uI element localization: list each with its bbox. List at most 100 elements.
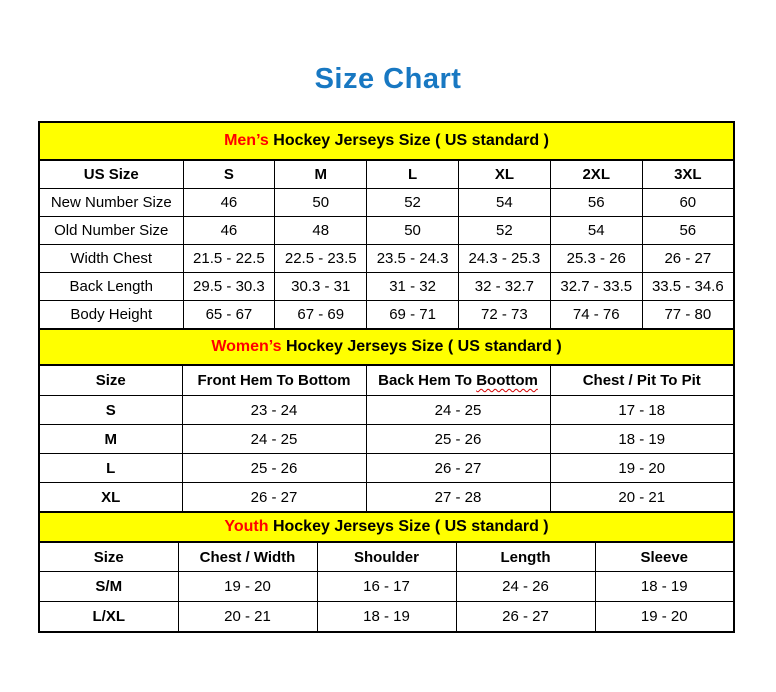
table-cell: 29.5 - 30.3 — [182, 272, 276, 301]
column-header: Shoulder — [316, 541, 457, 572]
table-cell: 24 - 26 — [455, 571, 596, 602]
table-cell: 32.7 - 33.5 — [549, 272, 643, 301]
womens-size-table: Women’s Hockey Jerseys Size ( US standar… — [38, 328, 735, 513]
table-cell: 56 — [641, 216, 735, 245]
table-row: Back Length 29.5 - 30.3 30.3 - 31 31 - 3… — [38, 272, 735, 301]
column-header: M — [274, 159, 368, 189]
section-highlight: Youth — [224, 518, 269, 535]
table-row: L/XL 20 - 21 18 - 19 26 - 27 19 - 20 — [38, 601, 735, 633]
column-header: Length — [455, 541, 596, 572]
size-chart-tables: Men’s Hockey Jerseys Size ( US standard … — [38, 121, 735, 633]
table-row: XL 26 - 27 27 - 28 20 - 21 — [38, 482, 735, 513]
table-cell: 18 - 19 — [316, 601, 457, 633]
table-cell: 24 - 25 — [365, 395, 551, 425]
table-header-row: Size Front Hem To Bottom Back Hem To Boo… — [38, 364, 735, 396]
section-title-text: Hockey Jerseys Size ( US standard ) — [268, 518, 549, 535]
table-row: Body Height 65 - 67 67 - 69 69 - 71 72 -… — [38, 300, 735, 330]
table-cell: 20 - 21 — [549, 482, 735, 513]
row-label: L/XL — [38, 601, 179, 633]
table-row: Width Chest 21.5 - 22.5 22.5 - 23.5 23.5… — [38, 244, 735, 273]
table-cell: 31 - 32 — [366, 272, 459, 301]
row-label: Old Number Size — [38, 216, 184, 245]
row-label: New Number Size — [38, 188, 184, 217]
row-label: Width Chest — [38, 244, 184, 273]
column-header: S — [182, 159, 276, 189]
column-header: Chest / Width — [177, 541, 318, 572]
table-cell: 54 — [457, 188, 551, 217]
table-cell: 26 - 27 — [455, 601, 596, 633]
back-hem-prefix: Back Hem To — [378, 372, 477, 389]
table-cell: 26 - 27 — [181, 482, 367, 513]
table-cell: 33.5 - 34.6 — [641, 272, 735, 301]
row-label: Back Length — [38, 272, 184, 301]
table-cell: 60 — [641, 188, 735, 217]
column-header: Sleeve — [594, 541, 735, 572]
section-header-band: Women’s Hockey Jerseys Size ( US standar… — [38, 328, 735, 366]
column-header: US Size — [38, 159, 184, 189]
table-cell: 18 - 19 — [594, 571, 735, 602]
table-cell: 16 - 17 — [316, 571, 457, 602]
table-cell: 65 - 67 — [182, 300, 276, 330]
youth-size-table: Youth Hockey Jerseys Size ( US standard … — [38, 511, 735, 633]
table-row: M 24 - 25 25 - 26 18 - 19 — [38, 424, 735, 454]
table-row: S/M 19 - 20 16 - 17 24 - 26 18 - 19 — [38, 571, 735, 602]
mens-size-table: Men’s Hockey Jerseys Size ( US standard … — [38, 121, 735, 330]
table-cell: 46 — [182, 188, 276, 217]
table-cell: 23 - 24 — [181, 395, 367, 425]
table-cell: 48 — [274, 216, 368, 245]
table-cell: 26 - 27 — [365, 453, 551, 483]
table-cell: 54 — [549, 216, 643, 245]
column-header: Front Hem To Bottom — [181, 364, 367, 396]
row-label: Body Height — [38, 300, 184, 330]
table-cell: 69 - 71 — [366, 300, 459, 330]
table-cell: 67 - 69 — [274, 300, 368, 330]
misspelled-word: Boottom — [476, 372, 538, 389]
column-header: Back Hem To Boottom — [365, 364, 551, 396]
womens-section-title: Women’s Hockey Jerseys Size ( US standar… — [38, 328, 735, 366]
table-cell: 21.5 - 22.5 — [182, 244, 276, 273]
column-header: 3XL — [641, 159, 735, 189]
mens-section-title: Men’s Hockey Jerseys Size ( US standard … — [38, 121, 735, 161]
table-cell: 46 — [182, 216, 276, 245]
table-row: Old Number Size 46 48 50 52 54 56 — [38, 216, 735, 245]
section-highlight: Men’s — [224, 132, 269, 149]
table-cell: 19 - 20 — [177, 571, 318, 602]
table-cell: 72 - 73 — [457, 300, 551, 330]
table-cell: 56 — [549, 188, 643, 217]
table-cell: 25 - 26 — [181, 453, 367, 483]
table-cell: 52 — [457, 216, 551, 245]
table-cell: 27 - 28 — [365, 482, 551, 513]
row-label: L — [38, 453, 183, 483]
table-row: New Number Size 46 50 52 54 56 60 — [38, 188, 735, 217]
table-header-row: US Size S M L XL 2XL 3XL — [38, 159, 735, 189]
table-cell: 25 - 26 — [365, 424, 551, 454]
table-cell: 20 - 21 — [177, 601, 318, 633]
table-cell: 26 - 27 — [641, 244, 735, 273]
table-cell: 74 - 76 — [549, 300, 643, 330]
row-label: M — [38, 424, 183, 454]
table-cell: 52 — [366, 188, 459, 217]
table-cell: 25.3 - 26 — [549, 244, 643, 273]
column-header: Size — [38, 541, 179, 572]
table-header-row: Size Chest / Width Shoulder Length Sleev… — [38, 541, 735, 572]
row-label: S/M — [38, 571, 179, 602]
table-cell: 19 - 20 — [594, 601, 735, 633]
column-header: XL — [457, 159, 551, 189]
table-cell: 24.3 - 25.3 — [457, 244, 551, 273]
table-cell: 24 - 25 — [181, 424, 367, 454]
table-row: S 23 - 24 24 - 25 17 - 18 — [38, 395, 735, 425]
table-cell: 22.5 - 23.5 — [274, 244, 368, 273]
column-header: 2XL — [549, 159, 643, 189]
section-title-text: Hockey Jerseys Size ( US standard ) — [268, 132, 549, 149]
section-header-band: Men’s Hockey Jerseys Size ( US standard … — [38, 121, 735, 161]
youth-section-title: Youth Hockey Jerseys Size ( US standard … — [38, 511, 735, 543]
column-header: Chest / Pit To Pit — [549, 364, 735, 396]
table-cell: 23.5 - 24.3 — [366, 244, 459, 273]
section-title-text: Hockey Jerseys Size ( US standard ) — [281, 338, 562, 355]
section-highlight: Women’s — [211, 338, 282, 355]
column-header: L — [366, 159, 459, 189]
row-label: S — [38, 395, 183, 425]
row-label: XL — [38, 482, 183, 513]
table-cell: 19 - 20 — [549, 453, 735, 483]
